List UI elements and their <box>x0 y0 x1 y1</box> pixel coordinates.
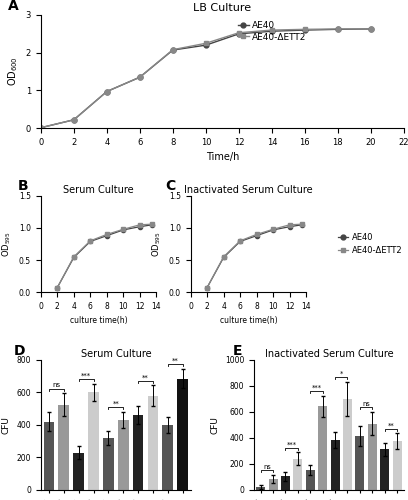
Bar <box>44 422 54 490</box>
AE40-ΔETT2 <box>38 124 43 130</box>
Bar <box>355 436 364 490</box>
Bar <box>268 479 277 490</box>
Title: Inactivated Serum Culture: Inactivated Serum Culture <box>264 349 393 359</box>
Text: D: D <box>14 344 25 357</box>
AE40 <box>368 26 373 32</box>
Title: Serum Culture: Serum Culture <box>80 349 151 359</box>
Bar <box>88 392 99 490</box>
Text: *: * <box>339 371 343 377</box>
Y-axis label: OD$_{595}$: OD$_{595}$ <box>1 232 13 256</box>
Text: ns: ns <box>263 464 271 470</box>
Text: **: ** <box>172 358 179 364</box>
AE40-ΔETT2 <box>204 40 208 46</box>
Bar <box>133 415 144 490</box>
Bar <box>281 476 290 490</box>
AE40-ΔETT2 <box>171 46 175 52</box>
Legend: AE40, AE40-ΔETT2: AE40, AE40-ΔETT2 <box>234 18 310 45</box>
X-axis label: culture time(h): culture time(h) <box>70 316 127 326</box>
Title: LB Culture: LB Culture <box>193 3 251 13</box>
Bar <box>306 470 315 490</box>
Text: ns: ns <box>52 382 60 388</box>
Text: **: ** <box>388 422 394 428</box>
Y-axis label: CFU: CFU <box>2 416 11 434</box>
AE40-ΔETT2 <box>71 117 76 123</box>
Bar <box>148 396 158 490</box>
AE40 <box>269 28 274 34</box>
Text: E: E <box>233 344 242 357</box>
Text: B: B <box>18 179 28 193</box>
Line: AE40: AE40 <box>38 26 373 130</box>
Text: **: ** <box>113 401 119 407</box>
Bar <box>343 399 352 490</box>
Bar <box>293 459 302 490</box>
AE40-ΔETT2 <box>302 26 307 32</box>
Text: ***: *** <box>287 442 297 448</box>
Legend: AE40, AE40-ΔETT2: AE40, AE40-ΔETT2 <box>338 233 402 255</box>
Bar <box>103 438 114 490</box>
AE40 <box>204 42 208 48</box>
Text: C: C <box>165 179 175 193</box>
AE40-ΔETT2 <box>368 26 373 32</box>
Bar <box>162 425 173 490</box>
Title: Inactivated Serum Culture: Inactivated Serum Culture <box>184 185 313 195</box>
Text: A: A <box>8 0 19 14</box>
AE40-ΔETT2 <box>269 27 274 33</box>
X-axis label: culture time(h): culture time(h) <box>220 316 277 326</box>
Bar <box>330 440 339 490</box>
X-axis label: Time/h: Time/h <box>206 152 239 162</box>
AE40 <box>335 26 340 32</box>
Bar <box>73 452 84 490</box>
Bar <box>392 441 401 490</box>
Text: ***: *** <box>311 385 322 391</box>
AE40-ΔETT2 <box>236 30 241 36</box>
Y-axis label: OD$_{600}$: OD$_{600}$ <box>7 56 20 86</box>
Text: ns: ns <box>362 401 370 407</box>
AE40 <box>137 74 142 80</box>
AE40 <box>302 27 307 33</box>
AE40-ΔETT2 <box>335 26 340 32</box>
Text: **: ** <box>142 374 149 380</box>
AE40 <box>71 117 76 123</box>
Bar <box>318 406 327 490</box>
AE40 <box>38 124 43 130</box>
Bar <box>256 486 265 490</box>
AE40 <box>236 31 241 37</box>
AE40-ΔETT2 <box>104 88 109 94</box>
Bar <box>118 420 129 490</box>
Bar <box>58 404 69 490</box>
Bar <box>380 449 389 490</box>
AE40 <box>104 88 109 94</box>
Bar <box>177 378 188 490</box>
Bar <box>368 424 377 490</box>
Text: ***: *** <box>81 372 91 378</box>
AE40 <box>171 47 175 53</box>
Y-axis label: CFU: CFU <box>210 416 219 434</box>
AE40-ΔETT2 <box>137 74 142 80</box>
Y-axis label: OD$_{595}$: OD$_{595}$ <box>151 232 163 256</box>
Line: AE40-ΔETT2: AE40-ΔETT2 <box>38 26 373 130</box>
Title: Serum Culture: Serum Culture <box>63 185 134 195</box>
